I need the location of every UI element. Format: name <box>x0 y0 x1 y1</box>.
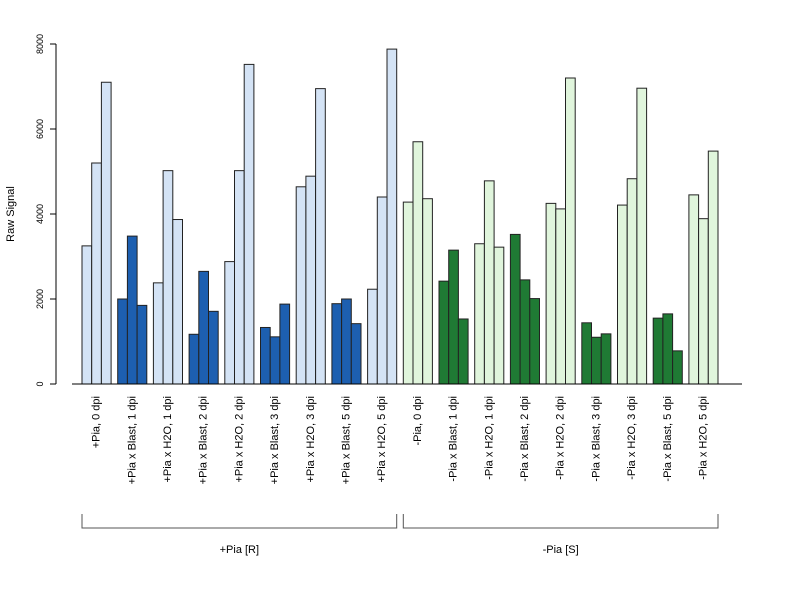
y-axis: 0 2000 4000 6000 8000 <box>35 34 57 387</box>
bar <box>662 313 674 385</box>
y-tick-label: 2000 <box>35 289 45 309</box>
bar <box>555 208 566 385</box>
bars <box>81 48 719 385</box>
bar <box>305 175 317 385</box>
category-label: -Pia x H2O, 5 dpi <box>697 396 709 480</box>
y-tick-label: 0 <box>35 381 45 386</box>
category-label: -Pia x Blast, 5 dpi <box>662 396 674 482</box>
bar <box>81 245 93 385</box>
bar <box>600 333 612 385</box>
category-label: -Pia x Blast, 2 dpi <box>519 396 531 482</box>
bar <box>707 150 719 385</box>
bar <box>188 333 200 385</box>
bar <box>493 246 505 385</box>
bar <box>386 48 398 385</box>
category-label: -Pia x Blast, 1 dpi <box>448 396 460 482</box>
bar <box>260 326 271 385</box>
bar <box>198 270 210 385</box>
bar <box>117 298 128 385</box>
category-label: -Pia x H2O, 2 dpi <box>555 396 567 480</box>
category-label: +Pia x Blast, 5 dpi <box>340 396 352 484</box>
bar <box>448 249 459 385</box>
y-tick-label: 4000 <box>35 204 45 224</box>
bar <box>529 298 540 385</box>
bar <box>698 218 709 385</box>
bar <box>688 194 700 385</box>
bar <box>474 243 485 385</box>
bar <box>234 170 245 385</box>
bar <box>172 219 184 385</box>
bar <box>208 310 219 385</box>
category-label: +Pia x H2O, 1 dpi <box>162 396 174 483</box>
category-label: +Pia x H2O, 3 dpi <box>305 396 317 483</box>
y-axis-title: Raw Signal <box>5 186 17 242</box>
y-tick-label: 8000 <box>35 34 45 54</box>
bar <box>519 279 531 385</box>
category-label: +Pia x Blast, 1 dpi <box>126 396 138 484</box>
bar <box>483 180 495 385</box>
group-brackets: +Pia [R] -Pia [S] <box>81 514 719 556</box>
bar <box>162 170 174 385</box>
bar <box>636 87 648 385</box>
bar <box>509 233 521 385</box>
bar <box>367 288 378 385</box>
bar <box>152 282 164 385</box>
category-label: +Pia, 0 dpi <box>91 396 103 448</box>
bar <box>126 235 138 385</box>
bar <box>100 81 112 385</box>
bar <box>331 303 343 385</box>
bar <box>350 323 362 385</box>
category-labels: +Pia, 0 dpi +Pia x Blast, 1 dpi +Pia x H2O… <box>91 396 710 484</box>
bar <box>315 88 326 385</box>
category-label: +Pia x H2O, 2 dpi <box>233 396 245 483</box>
bar <box>545 202 557 385</box>
y-tick-label: 6000 <box>35 119 45 139</box>
bar <box>591 336 602 385</box>
bar <box>269 336 281 385</box>
category-label: +Pia x Blast, 3 dpi <box>269 396 281 484</box>
bar <box>224 261 236 385</box>
bar <box>136 304 148 385</box>
bar <box>457 318 469 385</box>
category-label: -Pia x Blast, 3 dpi <box>590 396 602 482</box>
bar <box>376 196 388 385</box>
bar <box>402 201 414 385</box>
bar <box>672 350 683 385</box>
bar <box>91 162 102 385</box>
bar <box>243 63 255 385</box>
bar <box>565 77 576 385</box>
category-label: -Pia x H2O, 3 dpi <box>626 396 638 480</box>
bar <box>581 322 592 385</box>
group-label: +Pia [R] <box>220 544 259 556</box>
bar <box>617 204 628 385</box>
bar <box>626 178 638 385</box>
group-bracket <box>81 514 398 529</box>
category-label: +Pia x H2O, 5 dpi <box>376 396 388 483</box>
bar <box>652 317 664 385</box>
bar <box>341 298 352 385</box>
bar <box>438 280 450 385</box>
category-label: -Pia, 0 dpi <box>412 396 424 446</box>
bar <box>279 303 291 385</box>
bar <box>412 141 424 385</box>
bar <box>422 198 433 385</box>
group-label: -Pia [S] <box>543 544 579 556</box>
group-bracket <box>402 514 719 529</box>
bar <box>295 186 307 385</box>
category-label: -Pia x H2O, 1 dpi <box>483 396 495 480</box>
category-label: +Pia x Blast, 2 dpi <box>198 396 210 484</box>
